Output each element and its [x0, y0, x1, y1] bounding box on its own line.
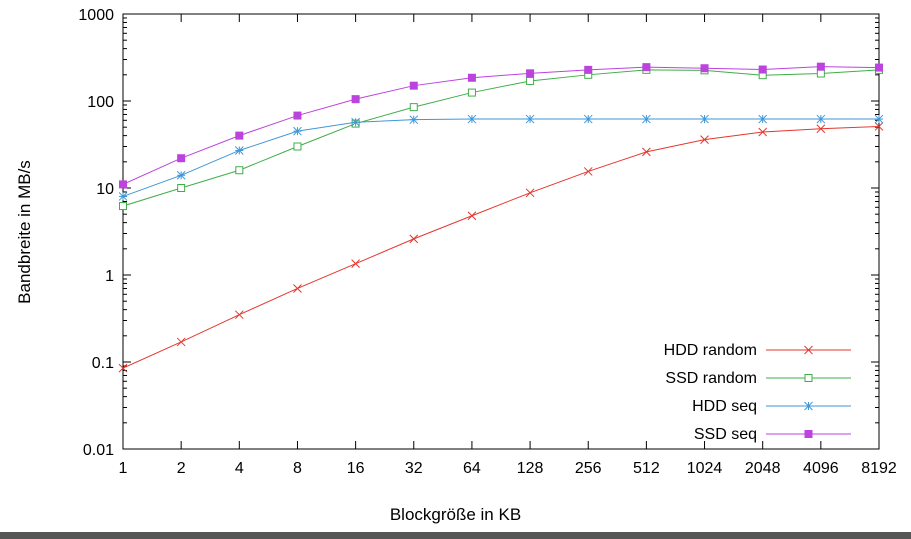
marker-cross — [234, 310, 244, 320]
marker-open-square — [816, 69, 825, 78]
x-tick-label: 8 — [293, 460, 302, 477]
y-tick-label: 1 — [105, 268, 114, 285]
y-tick-label: 0.1 — [92, 355, 114, 372]
marker-filled-square — [642, 63, 651, 72]
x-axis-label: Blockgröße in KB — [389, 505, 522, 524]
marker-cross — [583, 167, 593, 176]
x-tick-label: 1024 — [687, 460, 723, 477]
marker-filled-square — [119, 180, 127, 189]
x-tick-label: 64 — [463, 460, 481, 477]
x-tick-label: 4 — [235, 460, 244, 477]
marker-cross — [293, 284, 302, 293]
marker-cross — [816, 124, 826, 134]
marker-filled-square — [700, 64, 709, 73]
marker-open-square — [526, 76, 535, 85]
legend-label: HDD random — [664, 342, 757, 359]
marker-filled-square — [351, 95, 360, 104]
marker-filled-square — [584, 65, 593, 74]
marker-open-square — [293, 142, 302, 151]
y-tick-label: 100 — [87, 94, 114, 111]
marker-filled-square — [409, 81, 418, 90]
marker-filled-square — [526, 69, 535, 78]
marker-filled-square — [804, 430, 813, 438]
marker-filled-square — [875, 63, 883, 72]
marker-cross — [642, 147, 651, 157]
marker-cross — [525, 188, 535, 198]
marker-cross — [758, 127, 768, 137]
marker-cross — [874, 122, 884, 131]
marker-cross — [804, 345, 813, 355]
x-tick-label: 2048 — [745, 460, 781, 477]
y-axis-label: Bandbreite in MB/s — [15, 160, 34, 304]
x-tick-label: 1 — [119, 460, 128, 477]
series-line-ssd-seq — [122, 66, 880, 185]
marker-filled-square — [816, 62, 825, 71]
marker-filled-square — [467, 73, 476, 82]
y-tick-label: 1000 — [78, 7, 114, 24]
marker-filled-square — [758, 65, 767, 74]
marker-cross — [467, 211, 477, 221]
marker-open-square — [235, 166, 244, 175]
x-tick-label: 8192 — [861, 460, 897, 477]
legend-label: SSD seq — [694, 426, 757, 443]
plot-border — [122, 13, 880, 450]
legend-label: HDD seq — [692, 398, 757, 415]
marker-cross — [351, 259, 360, 269]
marker-filled-square — [177, 154, 186, 163]
marker-cross — [118, 363, 128, 373]
y-tick-label: 10 — [96, 181, 114, 198]
legend-label: SSD random — [665, 370, 757, 387]
marker-open-square — [467, 88, 476, 97]
marker-open-square — [119, 202, 127, 211]
series-line-ssd-random — [122, 69, 880, 207]
marker-cross — [176, 337, 186, 347]
x-tick-label: 512 — [633, 460, 660, 477]
marker-open-square — [177, 184, 186, 192]
marker-open-square — [409, 103, 418, 112]
marker-cross — [700, 135, 709, 144]
marker-cross — [409, 234, 419, 244]
x-tick-label: 16 — [347, 460, 365, 477]
marker-open-square — [804, 374, 813, 382]
marker-filled-square — [293, 111, 302, 120]
window-edge — [0, 532, 911, 539]
series-line-hdd-seq — [122, 118, 879, 197]
x-tick-label: 256 — [575, 460, 602, 477]
x-tick-label: 4096 — [803, 460, 839, 477]
x-tick-label: 128 — [517, 460, 544, 477]
x-tick-label: 2 — [177, 460, 186, 477]
y-tick-label: 0.01 — [83, 442, 114, 459]
series-line-hdd-random — [122, 125, 880, 369]
marker-filled-square — [235, 131, 244, 140]
x-tick-label: 32 — [405, 460, 423, 477]
